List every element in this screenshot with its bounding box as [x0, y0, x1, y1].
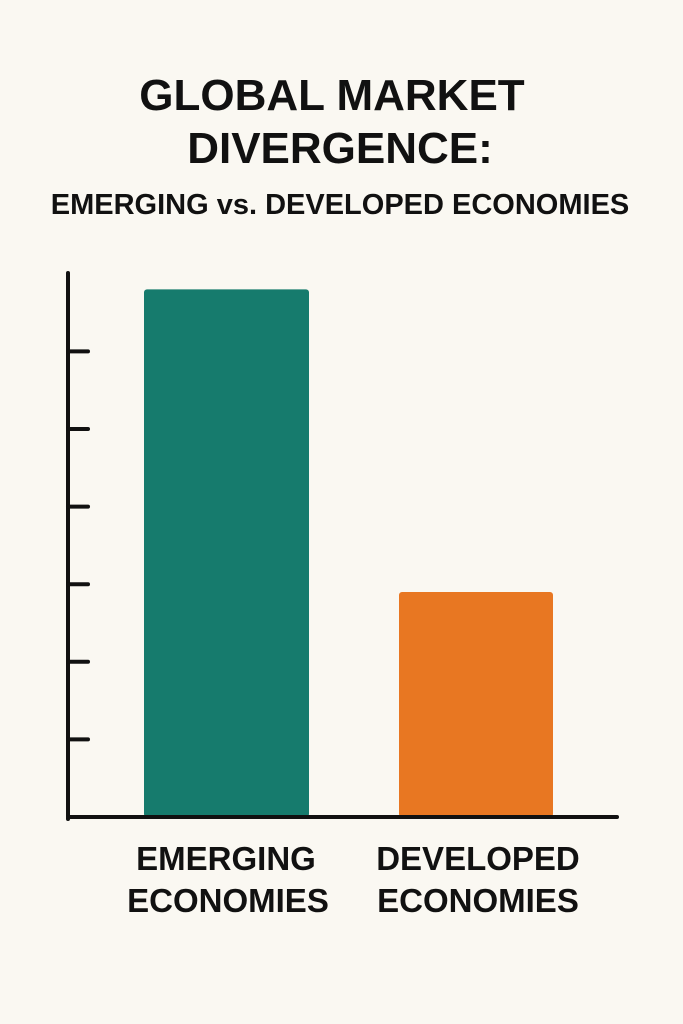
category-label-developed-line-2: ECONOMIES — [377, 882, 579, 919]
category-label-emerging-line-2: ECONOMIES — [127, 882, 329, 919]
category-label-emerging-line-1: EMERGING — [136, 840, 316, 877]
chart-title-line-2: DIVERGENCE: — [187, 124, 493, 173]
chart-subtitle: EMERGING vs. DEVELOPED ECONOMIES — [51, 189, 630, 221]
plot-area — [66, 271, 619, 821]
chart-title-line-1: GLOBAL MARKET — [139, 71, 525, 120]
bar-emerging — [144, 289, 309, 817]
category-label-developed-line-1: DEVELOPED — [376, 840, 580, 877]
bar-developed — [399, 591, 553, 817]
